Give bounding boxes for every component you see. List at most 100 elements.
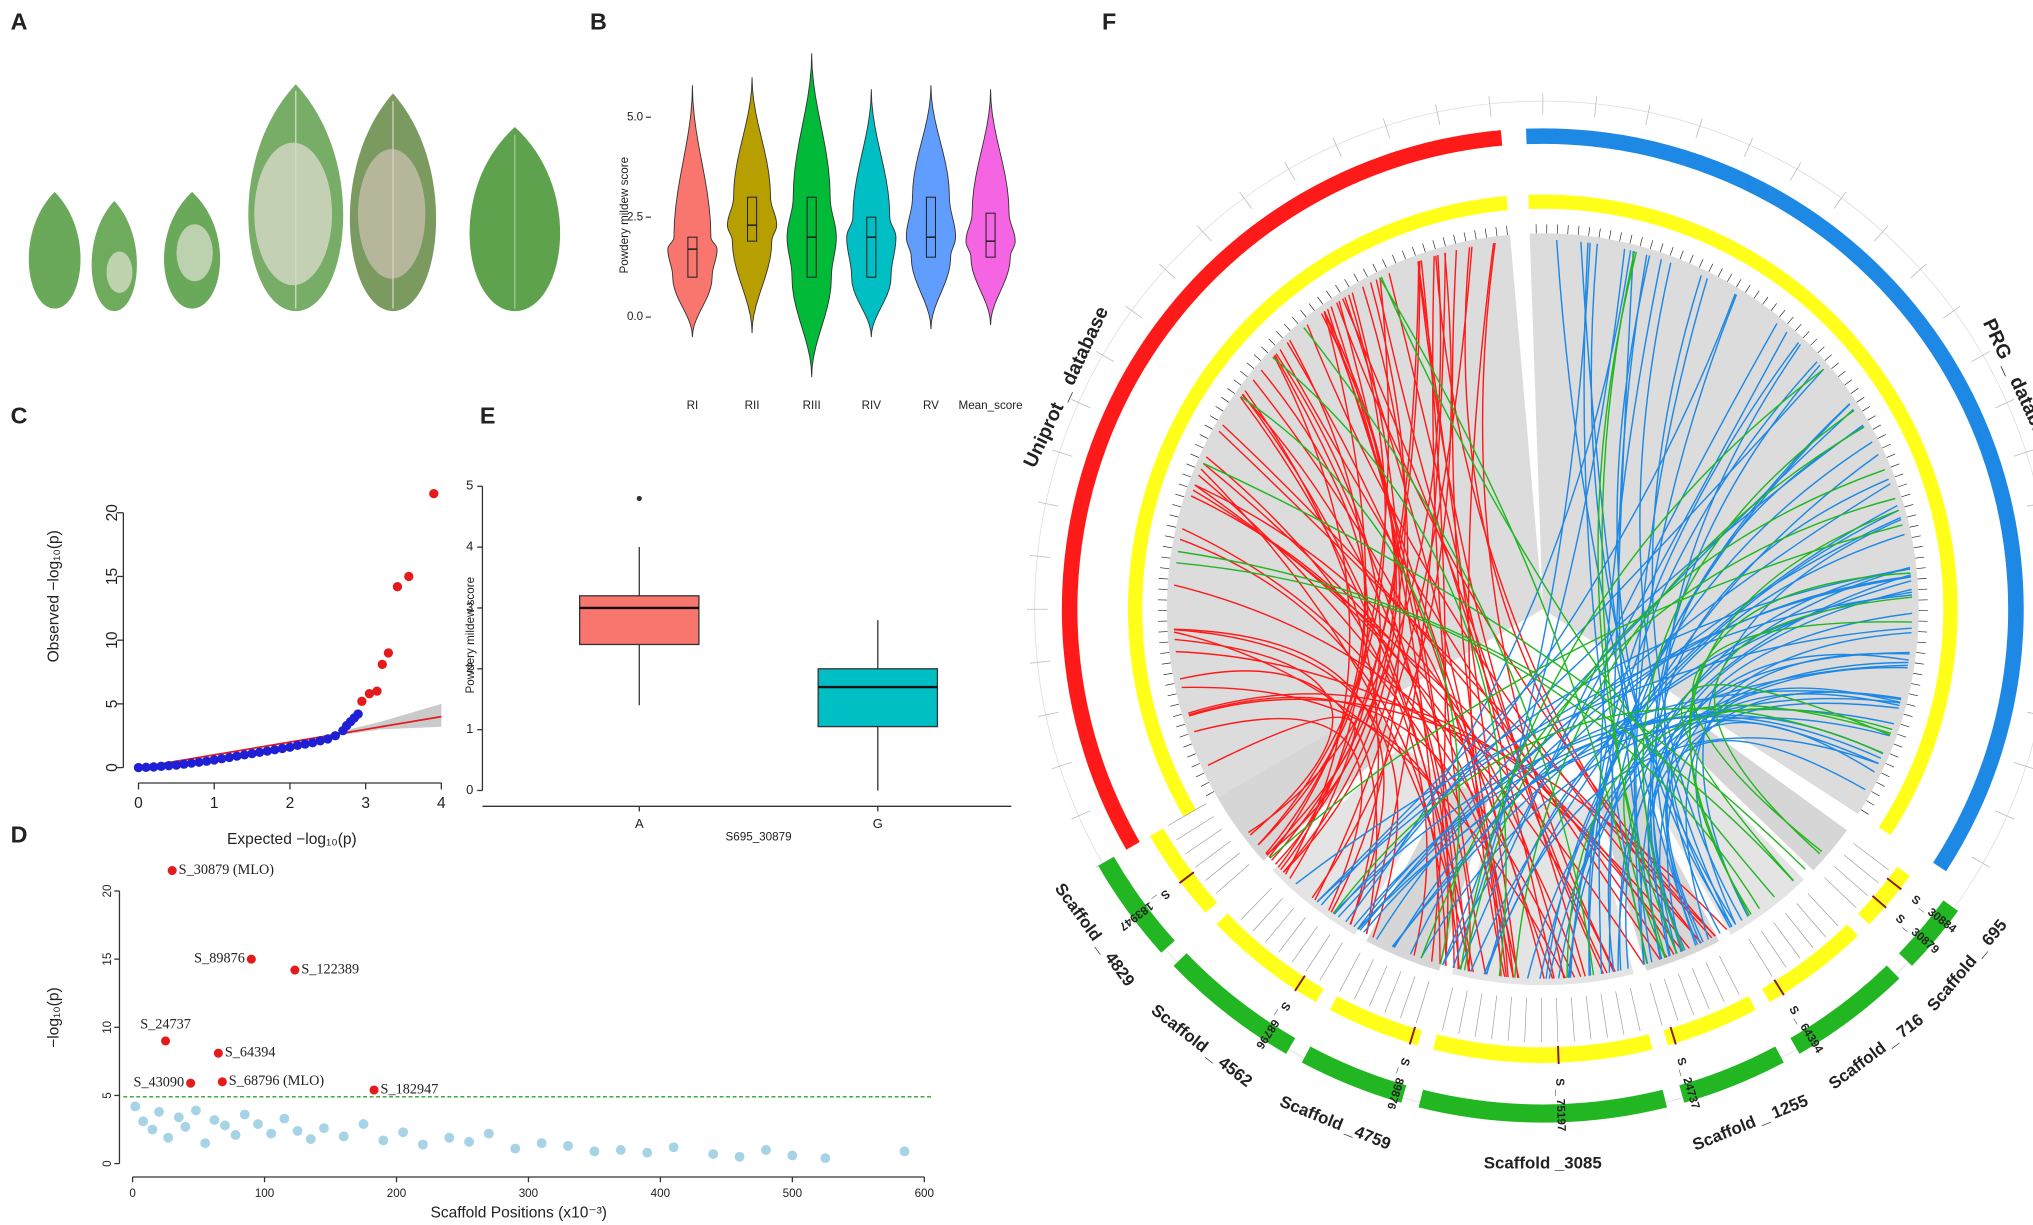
snp-stub: [1773, 922, 1800, 958]
gene-stub: [1886, 453, 1896, 458]
link: [1269, 524, 1903, 859]
scaffold-ring: [1418, 1089, 1667, 1123]
point: [266, 1128, 277, 1139]
point: [246, 954, 256, 964]
gene-stub: [1161, 556, 1171, 559]
gene-stub: [1175, 493, 1185, 498]
snp-stub: [1354, 959, 1374, 1000]
link: [1608, 251, 1634, 973]
link: [1257, 294, 1386, 846]
outer-tick: [1995, 399, 2015, 409]
gene-stub: [1844, 379, 1853, 386]
gene-stub: [1268, 338, 1276, 346]
gene-stub: [1679, 250, 1684, 260]
gene-stub: [1253, 354, 1262, 361]
link: [1618, 254, 1663, 960]
gene-stub: [1162, 546, 1172, 549]
x-tick-label: RII: [745, 399, 760, 412]
point: [209, 1115, 220, 1125]
outer-tick: [1052, 449, 1072, 457]
point: [357, 696, 367, 706]
point: [330, 731, 341, 741]
link: [1590, 243, 1737, 925]
outer-tick: [1125, 305, 1143, 319]
gene-stub: [1909, 693, 1919, 697]
snp-stub: [1252, 898, 1283, 932]
point: [563, 1140, 573, 1151]
scaffold-label: Scaffold _3085: [1484, 1154, 1602, 1173]
outer-tick: [1038, 501, 1059, 507]
gene-stub: [1169, 514, 1179, 518]
point: [262, 746, 272, 756]
gene-stub: [1802, 331, 1810, 339]
x-tick-label: 400: [651, 1187, 671, 1200]
snp-stub: [1678, 973, 1695, 1016]
snp-stub: [1215, 864, 1250, 894]
gene-stub: [1717, 268, 1723, 277]
gene-stub: [1344, 279, 1350, 288]
gene-stub: [1917, 641, 1927, 644]
point: [483, 1128, 494, 1139]
point: [173, 1112, 184, 1123]
y-tick-label: 1: [466, 721, 473, 736]
gene-stub: [1906, 703, 1916, 707]
link: [1338, 300, 1441, 965]
gene-stub: [1161, 662, 1171, 665]
snp-stub: [1585, 995, 1592, 1040]
gene-stub: [1186, 463, 1195, 468]
snp-marker: [1557, 1045, 1560, 1065]
point: [270, 745, 280, 755]
point: [315, 736, 325, 746]
point-label: S_43090: [133, 1074, 184, 1090]
leaf: [28, 191, 81, 309]
gene-stub: [1300, 309, 1307, 318]
point: [429, 488, 439, 499]
mildew-patch: [106, 251, 133, 293]
y-axis-title: Powdery mildew score: [618, 157, 631, 274]
y-axis-title: −log₁₀(p): [46, 987, 63, 1048]
outer-tick: [1095, 350, 1115, 363]
y-tick-label: 5: [101, 1092, 114, 1098]
link: [1420, 697, 1901, 959]
link: [1666, 702, 1899, 943]
violin: [846, 89, 897, 338]
scaffold-ring: [1790, 965, 1900, 1054]
x-tick-label: 1: [210, 795, 219, 812]
point: [305, 1134, 316, 1144]
gene-stub: [1453, 234, 1456, 244]
link: [1689, 509, 1899, 915]
mildew-patch: [357, 149, 426, 279]
gene-stub: [1215, 406, 1224, 412]
snp-stub: [1195, 840, 1231, 868]
point-label: S_68796 (MLO): [229, 1073, 325, 1089]
link: [1316, 594, 1913, 903]
link: [1617, 721, 1875, 971]
gene-stub: [1867, 415, 1876, 421]
outer-tick: [1239, 191, 1253, 209]
link: [1566, 708, 1893, 978]
link: [1326, 308, 1554, 979]
snp-stub: [1748, 938, 1773, 977]
snp-stub: [1458, 990, 1468, 1035]
link: [1330, 292, 1401, 913]
x-tick-label: 200: [387, 1187, 407, 1200]
point: [761, 1145, 771, 1155]
gene-stub: [1649, 240, 1654, 250]
panel-label: A: [11, 8, 28, 34]
link: [1597, 251, 1678, 954]
link: [1633, 278, 1708, 965]
box: [687, 236, 698, 278]
snp-stub: [1785, 912, 1814, 948]
snp-stub: [1807, 893, 1839, 927]
box: [747, 196, 758, 242]
gene-stub: [1838, 370, 1846, 378]
gene-stub: [1882, 443, 1891, 449]
link: [1268, 277, 1390, 858]
gene-stub: [1903, 713, 1913, 717]
link: [1239, 396, 1474, 973]
link: [1651, 275, 1743, 921]
gene-stub: [1862, 406, 1871, 412]
gene-stub: [1353, 273, 1359, 282]
link: [1688, 572, 1911, 916]
